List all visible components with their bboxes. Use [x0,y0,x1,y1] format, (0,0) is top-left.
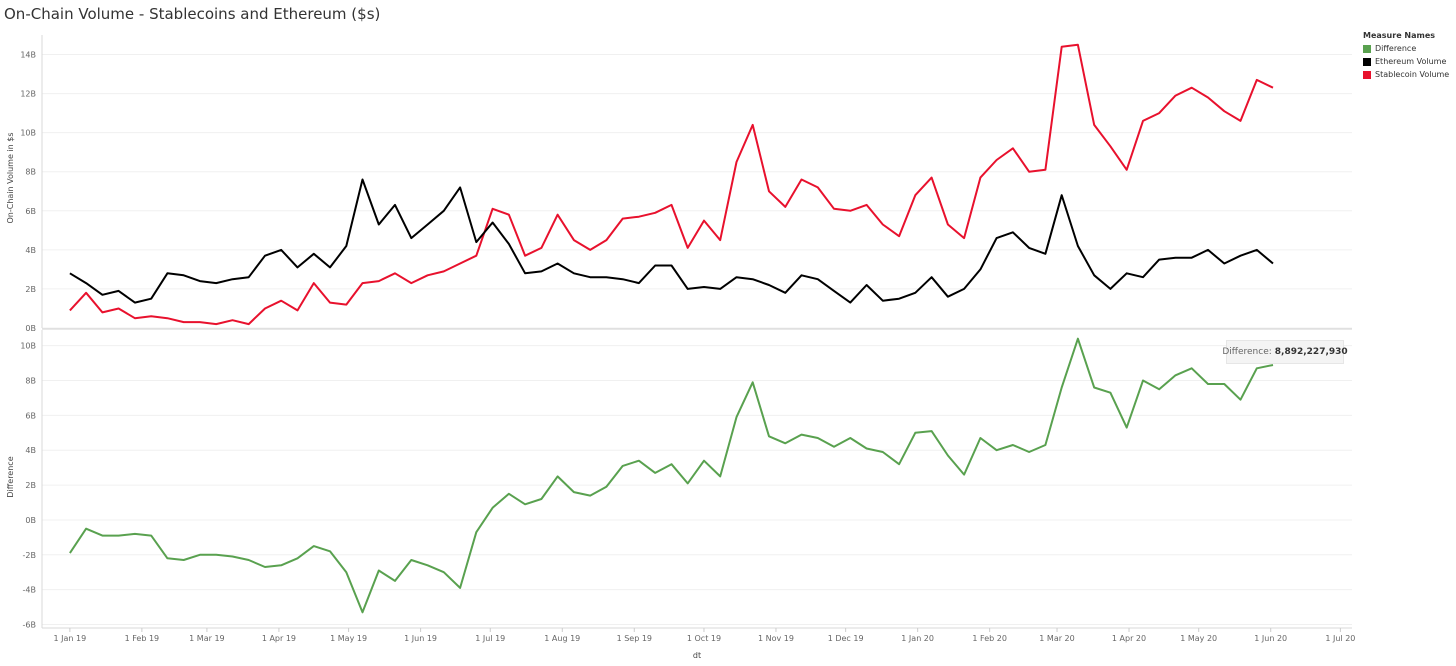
x-tick-label: 1 Dec 19 [828,634,864,643]
legend-label: Stablecoin Volume [1375,70,1450,79]
x-tick-label: 1 Sep 19 [617,634,652,643]
legend-swatch-ethereum-volume [1363,57,1371,66]
x-tick-label: 1 Jan 19 [54,634,87,643]
x-tick-label: 1 Apr 19 [262,634,296,643]
legend-item-ethereum-volume[interactable]: Ethereum Volume [1363,55,1449,68]
x-tick-label: 1 Apr 20 [1112,634,1146,643]
y-tick-label: 2B [25,481,36,490]
y-tick-label: 8B [25,168,36,177]
y-tick-label: 10B [20,342,36,351]
y-tick-label: 0B [25,324,36,333]
x-tick-label: 1 Jan 20 [901,634,934,643]
legend-item-difference[interactable]: Difference [1363,42,1449,55]
x-tick-label: 1 Feb 19 [125,634,160,643]
volume-panel: 0B 2B 4B 6B 8B 10B 12B 14B On-Chain Volume in $s [6,35,1352,333]
series-line-difference[interactable] [69,337,1274,614]
x-tick-label: 1 May 20 [1180,634,1217,643]
y-tick-label: 8B [25,377,36,386]
y-tick-label: -2B [23,551,36,560]
legend-label: Difference [1375,44,1417,53]
series-line-stablecoin-volume[interactable] [69,43,1274,326]
legend-swatch-stablecoin-volume [1363,70,1371,79]
y-tick-label: -6B [23,621,36,630]
x-tick-label: 1 Jun 20 [1254,634,1287,643]
y-tick-label: 0B [25,516,36,525]
x-tick-label: 1 Feb 20 [972,634,1007,643]
y-tick-label: 4B [25,446,36,455]
x-axis: 1 Jan 19 1 Feb 19 1 Mar 19 1 Apr 19 1 May 19… [42,627,1355,660]
x-tick-label: 1 Nov 19 [758,634,794,643]
legend-label: Ethereum Volume [1375,57,1447,66]
legend: Measure Names Difference Ethereum Volume… [1363,31,1449,81]
difference-panel: -6B -4B -2B 0B 2B 4B 6B 8B 10B Difference [6,330,1352,630]
x-tick-label: 1 Jul 19 [475,634,505,643]
x-tick-label: 1 Mar 19 [189,634,224,643]
x-tick-label: 1 Jul 20 [1325,634,1355,643]
x-tick-label: 1 May 19 [330,634,367,643]
x-tick-label: 1 Mar 20 [1039,634,1074,643]
chart-title: On-Chain Volume - Stablecoins and Ethere… [4,5,381,23]
y-tick-label: 12B [20,90,36,99]
y-tick-label: 6B [25,207,36,216]
legend-item-stablecoin-volume[interactable]: Stablecoin Volume [1363,68,1449,81]
series-line-ethereum-volume[interactable] [69,178,1274,304]
tooltip: Difference: 8,892,227,930 [1222,340,1348,364]
y-tick-label: -4B [23,586,36,595]
x-axis-title: dt [693,651,701,660]
y-axis-title: On-Chain Volume in $s [6,132,15,223]
x-tick-label: 1 Aug 19 [544,634,580,643]
y-tick-label: 4B [25,246,36,255]
x-tick-label: 1 Jun 19 [404,634,437,643]
x-tick-label: 1 Oct 19 [687,634,721,643]
y-axis-title: Difference [6,456,15,497]
y-tick-label: 2B [25,285,36,294]
y-tick-label: 10B [20,129,36,138]
y-tick-label: 6B [25,411,36,420]
tooltip-label: Difference: [1222,347,1272,357]
legend-title: Measure Names [1363,31,1436,40]
legend-swatch-difference [1363,44,1371,53]
tooltip-value: 8,892,227,930 [1274,347,1348,357]
y-tick-label: 14B [20,51,36,60]
